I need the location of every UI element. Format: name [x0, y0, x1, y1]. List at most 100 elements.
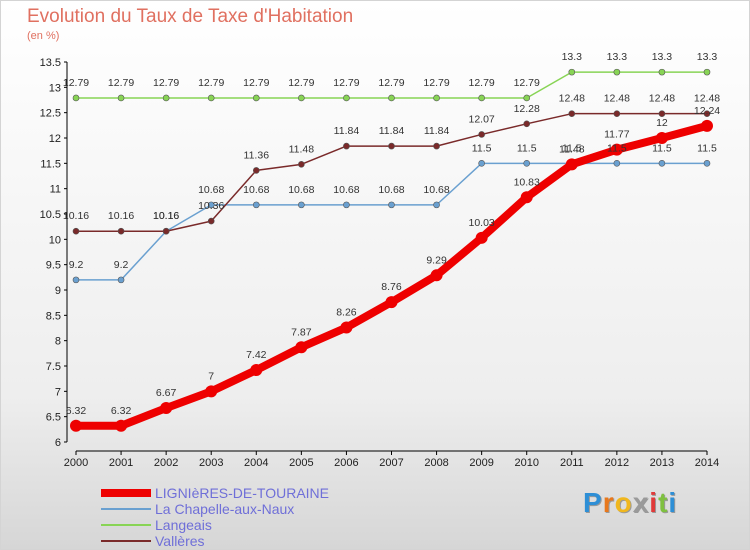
- data-point: [475, 231, 488, 244]
- data-point: [523, 94, 531, 102]
- data-point: [478, 131, 485, 138]
- x-tick-label: 2011: [560, 457, 584, 469]
- legend-swatch-lignieres: [101, 485, 151, 501]
- data-label: 11.77: [604, 129, 630, 141]
- data-label: 13.3: [607, 51, 628, 63]
- legend-label-chapelle: La Chapelle-aux-Naux: [155, 501, 295, 517]
- chart-subtitle: (en %): [27, 30, 60, 42]
- data-label: 12.79: [469, 77, 495, 89]
- y-tick-label: 9.5: [46, 260, 61, 272]
- y-tick-label: 8: [55, 336, 61, 348]
- data-label: 10.68: [198, 184, 224, 196]
- data-point: [388, 142, 395, 150]
- data-label: 11.84: [379, 125, 405, 137]
- data-point: [388, 201, 395, 209]
- x-tick-label: 2007: [379, 457, 403, 469]
- data-point: [478, 94, 485, 102]
- data-label: 12: [656, 117, 668, 129]
- y-tick-label: 12.5: [40, 108, 61, 120]
- logo-letter: o: [614, 487, 633, 518]
- data-point: [72, 276, 80, 284]
- data-point: [478, 160, 485, 167]
- data-label: 12.48: [559, 93, 585, 105]
- data-point: [703, 110, 711, 117]
- data-point: [115, 419, 128, 432]
- data-point: [613, 160, 621, 167]
- logo-letter: x: [632, 487, 650, 518]
- data-label: 11.36: [244, 149, 270, 161]
- x-tick-label: 2002: [154, 457, 178, 469]
- data-label: 13.3: [562, 51, 583, 63]
- data-label: 6.32: [66, 405, 87, 417]
- data-label: 11.5: [517, 142, 537, 154]
- data-point: [207, 217, 215, 225]
- y-tick-label: 10: [49, 234, 61, 246]
- x-tick-label: 2012: [605, 457, 629, 469]
- axes: 6 6.5 7 7.5 8 8.5 9 9.5 10 10.5 11 11.5 12 12.5 13 13.5…: [40, 57, 720, 469]
- data-label: 13.3: [652, 51, 673, 63]
- x-tick-label: 2006: [334, 457, 358, 469]
- data-label: 12.79: [514, 77, 540, 89]
- data-label: 7.42: [246, 349, 267, 361]
- logo-letter: r: [602, 487, 615, 518]
- data-point: [523, 160, 531, 167]
- data-label: 12.79: [153, 77, 179, 89]
- x-tick-label: 2005: [289, 457, 313, 469]
- x-tick-label: 2014: [695, 457, 719, 469]
- legend-swatch-chapelle: [101, 501, 151, 517]
- data-point: [343, 142, 350, 150]
- data-label: 10.68: [243, 184, 269, 196]
- proxiti-logo: Proxiti: [583, 487, 677, 519]
- data-point: [205, 385, 218, 398]
- data-label: 11.84: [424, 125, 450, 137]
- y-tick-label: 13.5: [40, 57, 61, 69]
- series-lignieres: [70, 119, 713, 432]
- data-label: 12.48: [694, 93, 720, 105]
- data-label: 9.29: [426, 254, 447, 266]
- data-label: 10.68: [333, 184, 359, 196]
- data-label: 10.16: [153, 210, 179, 222]
- y-tick-label: 11.5: [40, 158, 61, 170]
- x-tick-label: 2010: [514, 457, 538, 469]
- data-point: [117, 276, 125, 284]
- data-label: 12.79: [333, 77, 359, 89]
- data-point: [252, 201, 260, 209]
- data-label: 12.79: [243, 77, 269, 89]
- data-point: [613, 68, 621, 76]
- data-label: 11.48: [559, 143, 585, 155]
- data-point: [658, 160, 666, 167]
- data-label: 6.67: [156, 387, 177, 399]
- data-point: [117, 94, 125, 102]
- y-tick-label: 6.5: [46, 412, 61, 424]
- logo-letter: t: [658, 487, 669, 518]
- data-label: 8.76: [381, 281, 402, 293]
- data-label: 7: [208, 370, 214, 382]
- y-tick-label: 7: [55, 386, 61, 398]
- logo-letter: i: [649, 487, 659, 518]
- data-point: [70, 419, 82, 432]
- data-point: [298, 201, 305, 209]
- y-tick-label: 9: [55, 285, 61, 297]
- data-label: 12.79: [378, 77, 404, 89]
- data-point: [162, 227, 170, 235]
- data-point: [385, 296, 398, 309]
- series-langeais: [72, 68, 711, 102]
- x-tick-label: 2000: [64, 457, 88, 469]
- data-point: [250, 364, 263, 377]
- data-label: 10.03: [469, 217, 495, 229]
- y-tick-label: 8.5: [46, 310, 61, 322]
- data-label: 11.84: [334, 125, 360, 137]
- y-tick-label: 12: [49, 133, 61, 145]
- data-point: [701, 119, 713, 132]
- data-point: [298, 94, 305, 102]
- legend-swatch-langeais: [101, 517, 151, 533]
- data-label: 11.5: [697, 142, 717, 154]
- data-point: [343, 201, 350, 209]
- data-point: [340, 321, 353, 334]
- data-point: [703, 68, 711, 76]
- data-point: [388, 94, 395, 102]
- data-point: [72, 94, 80, 102]
- data-point: [343, 94, 350, 102]
- data-labels: 6.32 6.32 6.67 7 7.42 7.87 8.26 8.76 9.29 10.03 10…: [63, 51, 720, 417]
- data-label: 12.48: [604, 93, 630, 105]
